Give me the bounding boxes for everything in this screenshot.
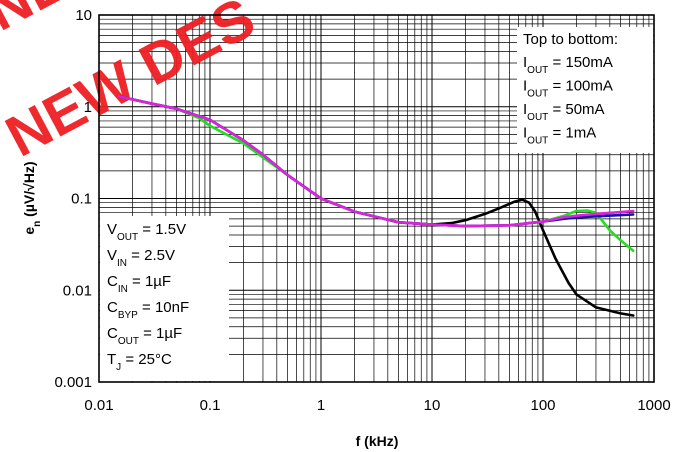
condition-line-value: = 2.5V <box>127 247 175 264</box>
legend-title: Top to bottom: <box>523 31 618 48</box>
x-tick-labels: 0.01 0.1 1 10 100 1000 <box>84 397 670 414</box>
condition-line-symbol: C <box>107 273 118 290</box>
series-line-4 <box>117 95 635 228</box>
legend-entry-symbol: I <box>523 54 527 71</box>
condition-line-subscript: BYP <box>118 310 138 321</box>
condition-line-subscript: OUT <box>117 232 138 243</box>
legend-entry-symbol: I <box>523 78 527 95</box>
legend-entry-symbol: I <box>523 101 527 118</box>
x-axis-label: f (kHz) <box>356 433 399 449</box>
plot-frame <box>98 14 655 383</box>
y-axis-label-unit: (µV/√Hz) <box>21 161 37 220</box>
condition-line-value: = 25°C <box>121 351 172 368</box>
condition-line-symbol: T <box>107 351 116 368</box>
x-tick-label: 1000 <box>637 397 670 414</box>
x-tick-label: 0.1 <box>200 397 221 414</box>
condition-line-value: = 1µF <box>139 325 182 342</box>
x-tick-label: 100 <box>530 397 555 414</box>
condition-line-value: = 1.5V <box>138 221 186 238</box>
condition-line-subscript: IN <box>118 284 128 295</box>
legend-entry-subscript: OUT <box>527 112 548 123</box>
condition-line-symbol: C <box>107 299 118 316</box>
y-tick-labels: 10 1 0.1 0.01 0.001 <box>54 7 92 391</box>
conditions-background <box>100 216 229 381</box>
condition-line-subscript: J <box>116 362 121 373</box>
condition-line-symbol: C <box>107 325 118 342</box>
x-tick-label: 10 <box>424 397 441 414</box>
legend-background <box>517 27 653 153</box>
condition-line: CIN = 1µF <box>107 273 171 295</box>
legend-entry: IOUT = 150mA <box>523 54 613 76</box>
condition-line: VOUT = 1.5V <box>107 221 186 243</box>
y-tick-label: 0.001 <box>54 374 92 391</box>
y-axis-label-sub: n <box>32 221 43 227</box>
y-tick-label: 0.1 <box>71 191 92 208</box>
legend-entry-subscript: OUT <box>527 65 548 76</box>
y-axis-label: en (µV/√Hz) <box>21 161 43 234</box>
condition-line-symbol: V <box>107 247 117 264</box>
legend-entry-value: = 1mA <box>548 125 596 142</box>
y-tick-label: 1 <box>84 99 92 116</box>
condition-line-value: = 1µF <box>128 273 171 290</box>
y-tick-label: 0.01 <box>63 282 92 299</box>
y-axis-label-main: e <box>21 227 37 235</box>
condition-line: VIN = 2.5V <box>107 247 175 269</box>
condition-line-subscript: OUT <box>118 336 139 347</box>
legend-entry-subscript: OUT <box>527 88 548 99</box>
condition-line-symbol: V <box>107 221 117 238</box>
legend-entry-subscript: OUT <box>527 135 548 146</box>
legend-entry-symbol: I <box>523 125 527 142</box>
y-tick-label: 10 <box>75 7 92 24</box>
condition-line-value: = 10nF <box>138 299 189 316</box>
legend-entry: IOUT = 50mA <box>523 101 605 123</box>
condition-line: CBYP = 10nF <box>107 299 189 321</box>
legend-entry-value: = 100mA <box>548 78 613 95</box>
legend-entry: IOUT = 100mA <box>523 78 613 100</box>
series-group <box>117 95 635 317</box>
condition-line: TJ = 25°C <box>107 351 172 373</box>
x-tick-label: 1 <box>317 397 325 414</box>
condition-line: COUT = 1µF <box>107 325 182 347</box>
legend-entry-value: = 150mA <box>548 54 613 71</box>
x-tick-label: 0.01 <box>84 397 113 414</box>
legend-entry: IOUT = 1mA <box>523 125 596 147</box>
legend-entry-value: = 50mA <box>548 101 604 118</box>
watermark-line-1: NEW <box>0 0 126 43</box>
condition-line-subscript: IN <box>117 258 127 269</box>
